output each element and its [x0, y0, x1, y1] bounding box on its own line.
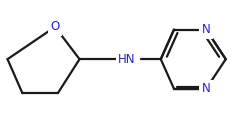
Text: N: N	[202, 82, 211, 95]
Text: HN: HN	[118, 53, 136, 66]
Text: O: O	[50, 20, 60, 33]
Text: N: N	[202, 23, 211, 36]
